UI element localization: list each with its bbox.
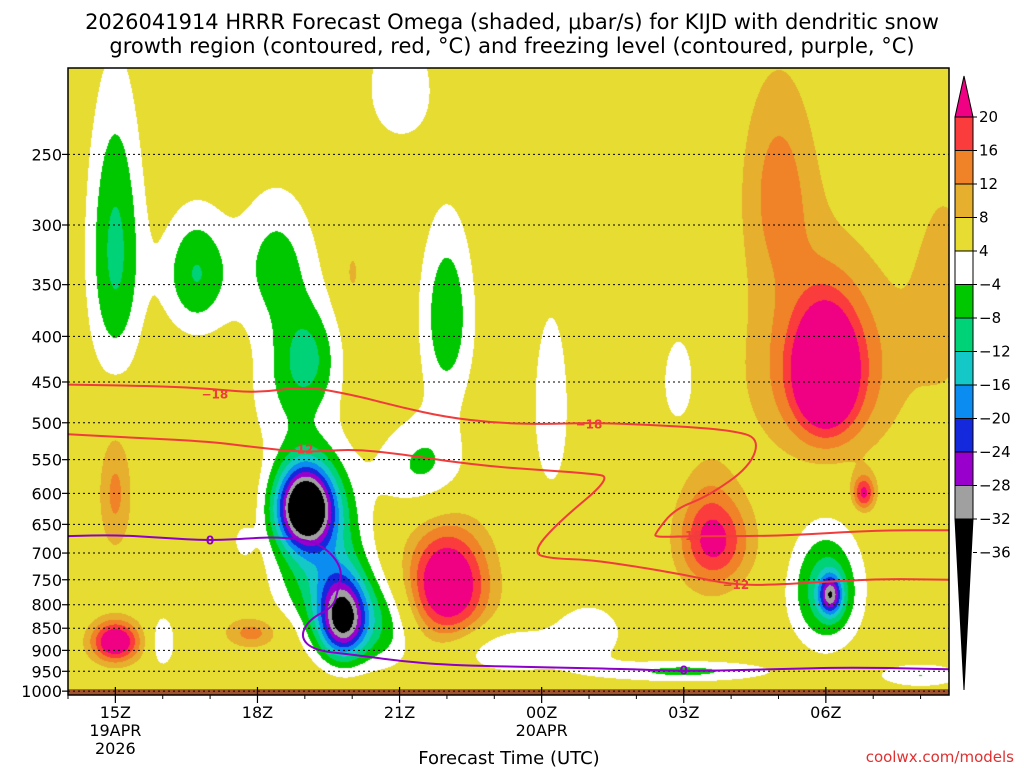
contour-label-3: −18 — [675, 529, 702, 543]
colorbar-segment — [954, 317, 974, 352]
y-tick-label-600: 600 — [31, 484, 62, 503]
x-tick-label-03Z: 03Z — [668, 703, 699, 722]
colorbar-label-10: −24 — [979, 443, 1011, 461]
colorbar-label-13: −36 — [979, 544, 1011, 562]
colorbar-top-arrow — [954, 75, 974, 118]
x-tick-label-00Z: 00Z — [526, 703, 557, 722]
colorbar-segment — [954, 183, 974, 218]
colorbar-label-4: 4 — [979, 242, 989, 260]
y-tick-label-950: 950 — [31, 662, 62, 681]
contour-label-5: 0 — [206, 534, 214, 548]
colorbar-label-7: −12 — [979, 343, 1011, 361]
x-axis-title: Forecast Time (UTC) — [418, 748, 599, 768]
colorbar-segment — [954, 250, 974, 285]
contour-label-2: −18 — [576, 417, 603, 431]
y-tick-label-800: 800 — [31, 596, 62, 615]
credit-text: coolwx.com/models — [866, 748, 1014, 766]
y-tick-label-300: 300 — [31, 216, 62, 235]
contour-label-1: −12 — [287, 443, 314, 457]
x-tick-label-15Z: 15Z — [100, 703, 131, 722]
x-tick-label-06Z: 06Z — [810, 703, 841, 722]
contour-line-2 — [68, 534, 949, 672]
y-tick-label-750: 750 — [31, 571, 62, 590]
contour-line-1 — [68, 433, 949, 586]
colorbar-label-9: −20 — [979, 410, 1011, 428]
colorbar-segment — [954, 384, 974, 419]
x-tick-year-15Z: 2026 — [95, 739, 136, 758]
colorbar-segment — [954, 116, 974, 151]
colorbar-segment — [954, 150, 974, 185]
y-tick-label-850: 850 — [31, 619, 62, 638]
y-tick-label-550: 550 — [31, 451, 62, 470]
x-tick-label-18Z: 18Z — [242, 703, 273, 722]
colorbar-segment — [954, 284, 974, 319]
y-tick-label-1000: 1000 — [21, 682, 62, 701]
contour-label-6: 0 — [680, 663, 688, 677]
colorbar-label-6: −8 — [979, 309, 1001, 327]
colorbar-label-2: 12 — [979, 175, 998, 193]
chart-title-line-2: growth region (contoured, red, °C) and f… — [109, 34, 914, 58]
colorbar-segment — [954, 485, 974, 520]
contour-line-0 — [68, 383, 949, 538]
x-tick-label-21Z: 21Z — [384, 703, 415, 722]
y-tick-label-900: 900 — [31, 641, 62, 660]
y-tick-label-250: 250 — [31, 145, 62, 164]
colorbar-segment — [954, 418, 974, 453]
contour-label-0: −18 — [201, 388, 228, 402]
ground-surface — [68, 689, 949, 695]
colorbar-label-5: −4 — [979, 276, 1001, 294]
y-tick-label-400: 400 — [31, 327, 62, 346]
y-tick-label-450: 450 — [31, 373, 62, 392]
x-tick-date-00Z: 20APR — [516, 721, 568, 740]
colorbar-bottom-arrow — [954, 518, 974, 691]
y-tick-label-700: 700 — [31, 544, 62, 563]
colorbar-segment — [954, 351, 974, 386]
colorbar-label-3: 8 — [979, 209, 989, 227]
colorbar-label-1: 16 — [979, 142, 998, 160]
colorbar-label-11: −28 — [979, 477, 1011, 495]
chart-title-line-1: 2026041914 HRRR Forecast Omega (shaded, … — [85, 10, 939, 34]
colorbar-label-8: −16 — [979, 376, 1011, 394]
colorbar-segment — [954, 217, 974, 252]
colorbar-segment — [954, 451, 974, 486]
colorbar-label-12: −32 — [979, 510, 1011, 528]
x-tick-date-15Z: 19APR — [89, 721, 141, 740]
colorbar-label-0: 20 — [979, 108, 998, 126]
y-tick-label-500: 500 — [31, 414, 62, 433]
y-tick-label-350: 350 — [31, 276, 62, 295]
y-tick-label-650: 650 — [31, 515, 62, 534]
contour-label-4: −12 — [722, 578, 749, 592]
